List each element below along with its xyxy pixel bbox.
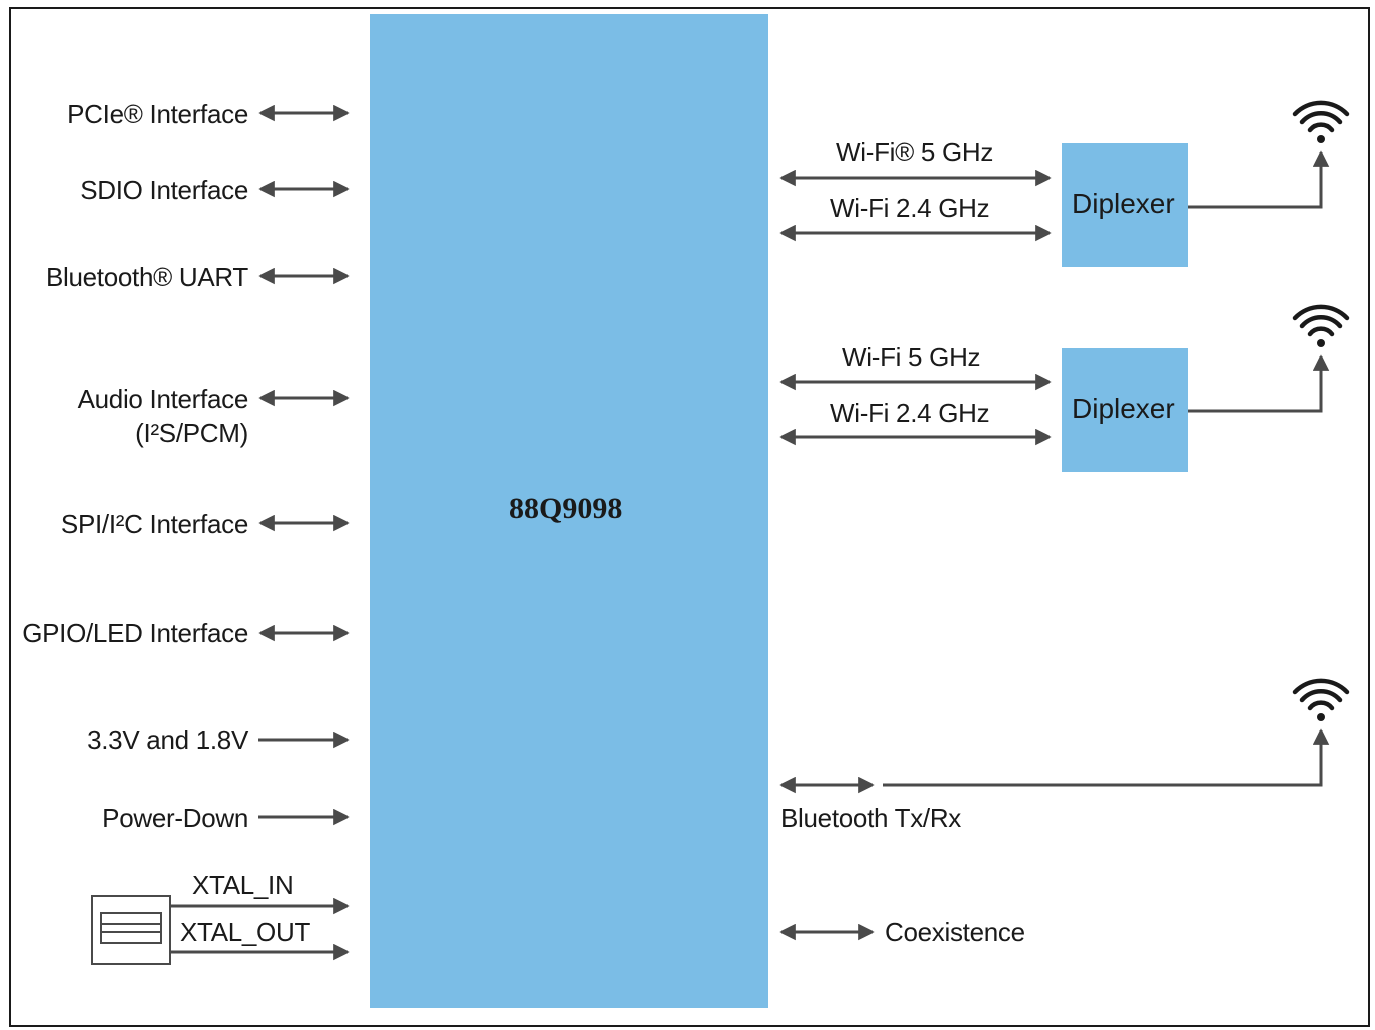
chip-block — [370, 14, 768, 1008]
audio-interface-label: Audio Interface — [77, 384, 249, 414]
diplexer-2-feed — [1188, 354, 1330, 413]
pcie-interface-label: PCIe® Interface — [67, 99, 248, 129]
bluetooth-txrx-label: Bluetooth Tx/Rx — [781, 803, 962, 833]
antenna-icon-dot — [1317, 339, 1325, 347]
band-label-1b: Wi-Fi 2.4 GHz — [830, 193, 990, 223]
antenna-icon — [1292, 678, 1350, 711]
antenna-icon — [1292, 100, 1350, 133]
power-down-label: Power-Down — [102, 803, 248, 833]
bluetooth-feed — [883, 728, 1330, 787]
band-label-1a: Wi-Fi® 5 GHz — [836, 137, 994, 167]
diplexer-label-2: Diplexer — [1072, 393, 1175, 424]
xtal-out-label: XTAL_OUT — [180, 917, 311, 947]
xtal-in-label: XTAL_IN — [192, 870, 294, 900]
antenna-icon-dot — [1317, 135, 1325, 143]
bluetooth-uart-label: Bluetooth® UART — [45, 262, 248, 292]
gpio-led-interface-label: GPIO/LED Interface — [22, 618, 248, 648]
diplexer-block-2 — [1062, 348, 1188, 472]
antenna-icon — [1292, 304, 1350, 337]
coexistence-label: Coexistence — [885, 917, 1025, 947]
band-label-2b: Wi-Fi 2.4 GHz — [830, 398, 990, 428]
chip-name: 88Q9098 — [509, 492, 623, 525]
sdio-interface-label: SDIO Interface — [80, 175, 248, 205]
spi-i2c-interface-label: SPI/I²C Interface — [60, 509, 248, 539]
crystal-oscillator-icon — [91, 895, 171, 965]
antenna-icon-dot — [1317, 713, 1325, 721]
audio-interface-sublabel: (I²S/PCM) — [135, 418, 248, 448]
band-label-2a: Wi-Fi 5 GHz — [842, 342, 981, 372]
diplexer-1-feed — [1188, 150, 1330, 209]
power-supply-label: 3.3V and 1.8V — [87, 725, 248, 755]
diplexer-label-1: Diplexer — [1072, 188, 1175, 219]
diplexer-block-1 — [1062, 143, 1188, 267]
